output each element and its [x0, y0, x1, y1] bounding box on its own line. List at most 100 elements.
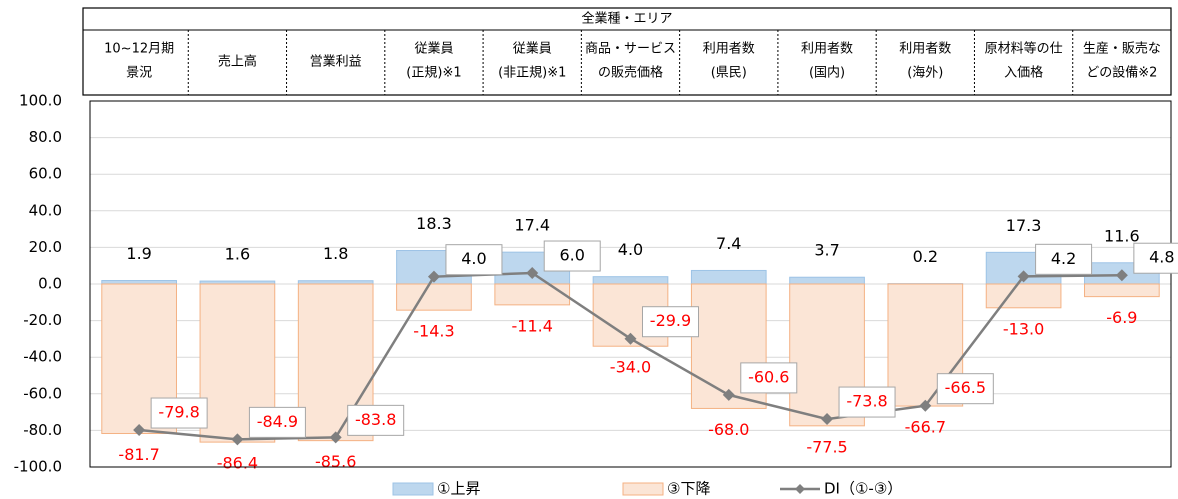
- bar: [1084, 283, 1160, 298]
- value-label: -14.3: [413, 322, 454, 341]
- category-label: 入価格: [1004, 65, 1043, 81]
- value-label: 4.0: [618, 240, 643, 259]
- legend-label: ①上昇: [437, 480, 480, 498]
- table-frame: [82, 7, 1172, 96]
- value-label: -29.9: [650, 311, 691, 330]
- value-label: -34.0: [610, 358, 651, 377]
- y-tick-label: 0.0: [38, 275, 62, 293]
- value-label: 17.3: [1006, 216, 1042, 235]
- value-label: -84.9: [257, 412, 298, 431]
- value-label: -60.6: [748, 367, 789, 386]
- value-label: -81.7: [118, 445, 159, 464]
- category-label: 商品・サービス: [585, 42, 676, 57]
- category-label: (県民): [711, 66, 747, 81]
- label-box: [347, 404, 405, 436]
- value-label: -66.7: [905, 418, 946, 437]
- y-tick-label: -80.0: [23, 421, 62, 439]
- category-label: 景況: [126, 66, 152, 81]
- value-label: 4.0: [461, 249, 486, 268]
- y-tick-label: -20.0: [23, 311, 62, 329]
- marker: [821, 413, 834, 426]
- value-label: 1.9: [126, 244, 151, 263]
- category-label: 生産・販売な: [1083, 41, 1161, 57]
- legend-swatch: [392, 482, 434, 496]
- bar: [789, 276, 865, 285]
- bar: [494, 283, 571, 306]
- y-tick-label: 100.0: [19, 92, 62, 110]
- bar: [690, 269, 767, 285]
- category-label: 利用者数: [899, 42, 951, 57]
- category-label: 原材料等の仕: [985, 41, 1063, 57]
- category-label: 売上高: [218, 54, 257, 70]
- category-label: 従業員: [513, 41, 552, 57]
- bar: [101, 283, 177, 435]
- value-label: -86.4: [217, 454, 258, 473]
- category-label: どの設備※2: [1086, 65, 1157, 81]
- marker: [329, 431, 342, 444]
- value-label: 3.7: [814, 241, 839, 260]
- category-label: (正規)※1: [406, 66, 461, 81]
- bar: [985, 283, 1062, 309]
- bar: [592, 276, 669, 285]
- y-tick-label: -60.0: [23, 384, 62, 402]
- marker: [1017, 270, 1030, 283]
- label-box: [1035, 243, 1093, 275]
- legend-swatch: [622, 482, 664, 496]
- value-label: 0.2: [913, 247, 938, 266]
- label-box: [936, 373, 994, 405]
- legend-label: DI（①-③）: [824, 480, 902, 498]
- value-label: -73.8: [846, 392, 887, 411]
- marker: [231, 433, 244, 446]
- bar: [101, 280, 177, 285]
- label-box: [543, 240, 601, 272]
- category-label: (非正規)※1: [498, 66, 566, 81]
- category-label: 利用者数: [703, 42, 755, 57]
- value-label: -6.9: [1106, 308, 1137, 327]
- category-label: 従業員: [414, 41, 453, 57]
- bar: [396, 283, 472, 311]
- y-tick-label: -40.0: [23, 348, 62, 366]
- legend-swatch: [795, 484, 805, 494]
- value-label: -85.6: [315, 452, 356, 471]
- value-label: 17.4: [514, 216, 550, 235]
- marker: [722, 388, 735, 401]
- value-label: 1.6: [225, 245, 250, 264]
- label-box: [248, 406, 306, 438]
- category-label: 10~12月期: [104, 42, 174, 57]
- value-label: -77.5: [806, 437, 847, 456]
- value-label: 1.8: [323, 244, 348, 263]
- marker: [133, 424, 146, 437]
- value-label: -83.8: [355, 410, 396, 429]
- category-label: (国内): [809, 65, 845, 81]
- marker: [624, 332, 637, 345]
- value-label: 18.3: [416, 214, 452, 233]
- label-box: [642, 306, 699, 338]
- value-label: 11.6: [1104, 226, 1140, 245]
- label-box: [150, 397, 208, 429]
- label-box: [445, 244, 503, 276]
- marker: [526, 267, 539, 280]
- label-box: [740, 362, 798, 394]
- value-label: 4.2: [1051, 249, 1076, 268]
- label-box: [838, 386, 896, 418]
- plot-frame: [89, 100, 1172, 468]
- category-label: の販売価格: [598, 65, 663, 81]
- value-label: -11.4: [512, 316, 553, 335]
- category-label: (海外): [907, 66, 943, 81]
- category-label: 営業利益: [310, 54, 362, 70]
- marker: [427, 270, 440, 283]
- y-tick-label: 20.0: [29, 238, 62, 256]
- table-title: 全業種・エリア: [581, 11, 672, 27]
- value-label: 6.0: [560, 246, 585, 265]
- marker: [919, 399, 932, 412]
- value-label: 4.8: [1149, 248, 1174, 267]
- y-tick-label: -100.0: [14, 458, 62, 476]
- value-label: -68.0: [708, 420, 749, 439]
- y-tick-label: 40.0: [29, 201, 62, 219]
- legend-label: ③下降: [667, 480, 710, 498]
- label-box: [1133, 242, 1178, 274]
- category-label: 利用者数: [801, 42, 853, 57]
- marker: [1115, 269, 1128, 282]
- value-label: -66.5: [945, 378, 986, 397]
